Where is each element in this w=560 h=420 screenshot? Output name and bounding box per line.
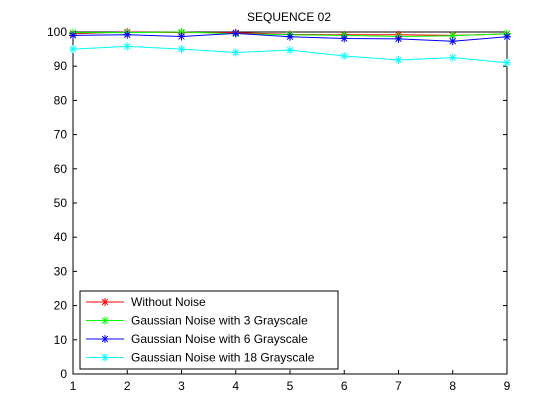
x-tick-label: 4	[232, 379, 239, 393]
y-tick-label: 80	[54, 93, 68, 107]
data-point-marker	[503, 58, 511, 67]
marker-stroke	[232, 30, 239, 37]
legend-item: Gaussian Noise with 6 Grayscale	[86, 332, 308, 346]
data-point-marker	[123, 42, 132, 51]
x-tick-label: 7	[395, 379, 402, 393]
marker-stroke	[69, 45, 77, 53]
data-point-marker	[123, 30, 132, 39]
marker-stroke	[101, 335, 109, 343]
data-point-marker	[448, 53, 457, 62]
legend: Without Noise Gaussian Noise with 3 Grays…	[79, 290, 339, 370]
legend-label: Without Noise	[131, 295, 206, 309]
x-tick-label: 8	[449, 379, 456, 393]
legend-label: Gaussian Noise with 6 Grayscale	[131, 332, 308, 346]
legend-box	[79, 290, 339, 370]
legend-item: Gaussian Noise with 18 Grayscale	[86, 351, 315, 365]
y-tick-label: 100	[47, 25, 67, 39]
marker-stroke	[395, 56, 402, 64]
data-point-marker	[340, 51, 349, 60]
x-tick-label: 2	[124, 379, 131, 393]
data-point-marker	[101, 298, 109, 306]
data-point-marker	[340, 34, 349, 43]
marker-stroke	[449, 32, 456, 39]
marker-stroke	[286, 33, 294, 41]
series-group	[69, 28, 511, 67]
x-tick-label: 6	[341, 379, 348, 393]
legend-label: Gaussian Noise with 3 Grayscale	[131, 314, 308, 328]
series-3	[69, 29, 511, 46]
data-point-marker	[448, 37, 457, 46]
y-tick-label: 90	[54, 59, 68, 73]
marker-stroke	[395, 35, 402, 43]
data-point-marker	[503, 32, 511, 41]
marker-stroke	[503, 59, 511, 67]
legend-label: Gaussian Noise with 18 Grayscale	[131, 351, 315, 365]
x-tick-label: 1	[70, 379, 77, 393]
data-point-marker	[69, 45, 77, 54]
marker-stroke	[101, 354, 109, 361]
marker-stroke	[178, 45, 185, 53]
legend-item: Gaussian Noise with 3 Grayscale	[86, 314, 308, 328]
y-tick-label: 0	[60, 367, 67, 381]
marker-stroke	[124, 31, 131, 38]
data-point-marker	[177, 45, 186, 54]
marker-stroke	[101, 298, 109, 306]
legend-item: Without Noise	[86, 295, 206, 309]
data-point-marker	[69, 31, 77, 40]
data-point-marker	[101, 316, 109, 325]
y-tick-label: 40	[54, 230, 68, 244]
data-point-marker	[394, 56, 403, 65]
data-point-marker	[231, 29, 240, 38]
y-tick-label: 10	[54, 333, 68, 347]
data-point-marker	[286, 46, 294, 55]
data-point-marker	[394, 34, 403, 43]
y-tick-label: 70	[54, 128, 68, 142]
marker-stroke	[286, 46, 294, 54]
data-point-marker	[101, 335, 109, 343]
x-tick-label: 9	[504, 379, 511, 393]
chart-title: SEQUENCE 02	[247, 10, 331, 24]
marker-stroke	[178, 33, 185, 40]
y-tick-label: 60	[54, 162, 68, 176]
series-4	[69, 42, 511, 67]
marker-stroke	[124, 43, 131, 50]
data-point-marker	[101, 353, 109, 362]
marker-stroke	[341, 52, 348, 60]
y-tick-label: 50	[54, 196, 68, 210]
marker-stroke	[232, 49, 239, 56]
data-point-marker	[177, 32, 186, 41]
y-tick-label: 30	[54, 264, 68, 278]
marker-stroke	[69, 32, 77, 39]
marker-stroke	[449, 54, 456, 61]
y-tick-label: 20	[54, 299, 68, 313]
marker-stroke	[449, 38, 456, 45]
data-point-marker	[231, 48, 240, 57]
x-tick-label: 3	[178, 379, 185, 393]
data-point-marker	[286, 32, 294, 41]
marker-stroke	[503, 33, 511, 41]
x-tick-label: 5	[287, 379, 294, 393]
marker-stroke	[341, 35, 348, 42]
marker-stroke	[101, 317, 109, 324]
